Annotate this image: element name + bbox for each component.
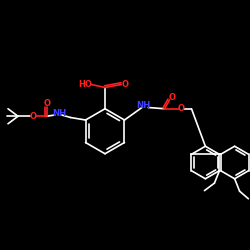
Text: NH: NH <box>136 101 150 110</box>
Text: O: O <box>30 112 36 121</box>
Text: O: O <box>178 104 185 113</box>
Text: HO: HO <box>78 80 92 89</box>
Text: O: O <box>121 80 128 89</box>
Text: O: O <box>168 93 175 102</box>
Text: NH: NH <box>53 109 67 118</box>
Text: O: O <box>44 99 51 108</box>
